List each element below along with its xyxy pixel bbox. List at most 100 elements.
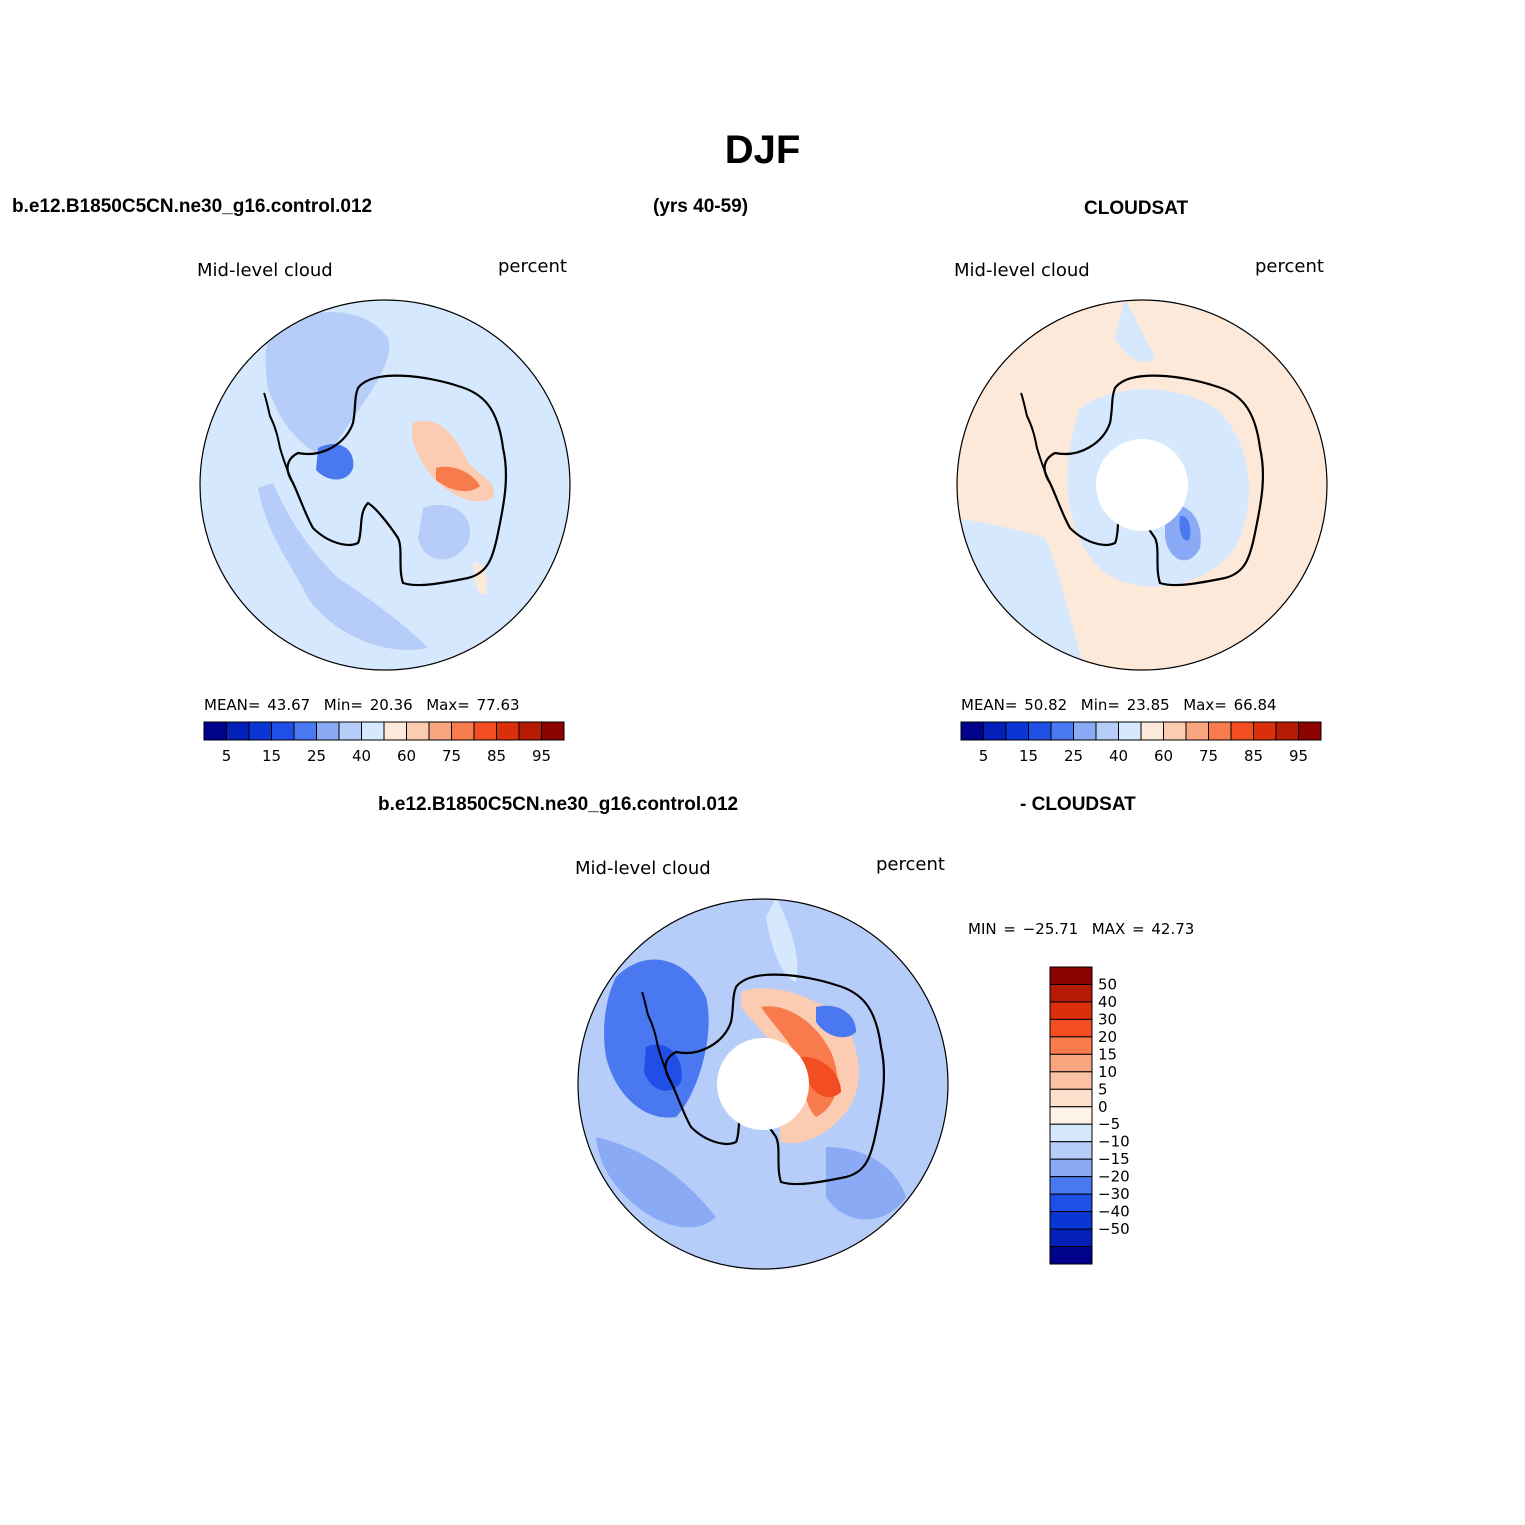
panel2-colorbar-box — [1050, 721, 1074, 741]
case-name-header: b.e12.B1850C5CN.ne30_g16.control.012 — [12, 196, 373, 217]
panel3-colorbar-box — [1049, 1106, 1093, 1125]
panel1-field-region — [265, 311, 390, 458]
panel3-colorbar-box — [1049, 983, 1093, 1003]
panel2-field-region — [1179, 515, 1191, 541]
panel1-min-label: Min= — [323, 696, 363, 714]
panel1-colorbar-box — [496, 721, 520, 741]
panel2-colorbar-box — [1163, 721, 1187, 741]
panel2-colorbar-box — [1095, 721, 1119, 741]
panel3-colorbar-tick-label: 15 — [1098, 1045, 1117, 1063]
panel1-field-region — [436, 466, 480, 492]
panel2-colorbar-box — [960, 721, 984, 741]
panel3-colorbar-tick-label: 50 — [1098, 975, 1117, 993]
panel1-colorbar-tick-label: 25 — [307, 747, 326, 765]
panel3-colorbar-box — [1049, 1176, 1093, 1195]
panel1-colorbar-tick-label: 75 — [442, 747, 461, 765]
panel3-colorbar-tick-label: 5 — [1098, 1080, 1108, 1098]
panel3-missing-data-pole — [717, 1038, 809, 1130]
panel2-colorbar-boxes — [960, 721, 1322, 741]
panel3-field-region — [801, 1056, 841, 1098]
panel2-map — [956, 299, 1328, 671]
panel2-colorbar-tick-label: 60 — [1154, 747, 1173, 765]
panel1-colorbar-box — [361, 721, 385, 741]
panel2-stats: MEAN= 50.82 Min= 23.85 Max= 66.84 — [961, 696, 1277, 714]
panel3-field-region — [644, 1044, 682, 1091]
panel3-field-region — [826, 1147, 906, 1220]
panel1-mean-label: MEAN= — [204, 696, 261, 714]
panel3-colorbar-tick-label: 0 — [1098, 1098, 1108, 1116]
panel3-colorbar-box — [1049, 1211, 1093, 1230]
panel1-colorbar-box — [203, 721, 227, 741]
panel2-colorbar-tick-label: 25 — [1064, 747, 1083, 765]
panel2-colorbar-box — [1208, 721, 1232, 741]
panel1-colorbar-box — [293, 721, 317, 741]
panel1-colorbar-box — [451, 721, 475, 741]
panel2-units-label: percent — [1255, 256, 1324, 277]
panel3-field-region — [766, 899, 798, 982]
panel1-colorbar-box — [271, 721, 295, 741]
panel3-colorbar-box — [1049, 1141, 1093, 1160]
panel3-colorbar-tick-label: −30 — [1098, 1185, 1130, 1203]
panel2-colorbar-box — [1253, 721, 1277, 741]
panel2-map-border — [956, 299, 1328, 671]
panel2-colorbar-box — [1275, 721, 1299, 741]
panel2-variable-label: Mid-level cloud — [954, 260, 1090, 281]
panel1-colorbar-box — [428, 721, 452, 741]
panel1-colorbar-box — [248, 721, 272, 741]
panel1-colorbar-tick-label: 60 — [397, 747, 416, 765]
panel1-colorbar-box — [406, 721, 430, 741]
panel2-colorbar-tick-label: 5 — [979, 747, 989, 765]
panel3-colorbar-box — [1049, 1018, 1093, 1038]
panel2-peninsula-coastline — [1020, 392, 1051, 484]
panel2-colorbar-tick-label: 40 — [1109, 747, 1128, 765]
panel1-field-region — [316, 444, 354, 480]
panel2-colorbar-box — [1140, 721, 1164, 741]
panel3-colorbar-box — [1049, 1246, 1093, 1265]
panel3-colorbar-box — [1049, 1088, 1093, 1108]
panel1-colorbar-tick-label: 40 — [352, 747, 371, 765]
panel3-colorbar-box — [1049, 1053, 1093, 1073]
panel2-max-value: 66.84 — [1233, 696, 1277, 714]
panel3-max-value: 42.73 — [1151, 920, 1195, 938]
panel1-colorbar-tick-label: 15 — [262, 747, 281, 765]
panel3-colorbar-tick-label: 40 — [1098, 993, 1117, 1011]
panel1-field-region — [258, 483, 428, 650]
obs-header: CLOUDSAT — [1084, 198, 1189, 219]
panel2-colorbar-box — [983, 721, 1007, 741]
panel3-min-label: MIN = — [968, 920, 1016, 938]
panel3-units-label: percent — [876, 854, 945, 875]
panel1-stats: MEAN= 43.67 Min= 20.36 Max= 77.63 — [204, 696, 520, 714]
panel2-colorbar-box — [1028, 721, 1052, 741]
diff-obs-header: - CLOUDSAT — [1020, 794, 1136, 815]
panel2-colorbar-tick-label: 15 — [1019, 747, 1038, 765]
panel3-colorbar-tick-label: 10 — [1098, 1063, 1117, 1081]
panel2-colorbar-tick-label: 95 — [1289, 747, 1308, 765]
panel1-colorbar-box — [518, 721, 542, 741]
panel3-field-region — [596, 1137, 716, 1228]
panel1-peninsula-coastline — [263, 392, 294, 484]
panel3-colorbar-box — [1049, 1036, 1093, 1055]
panel2-max-label: Max= — [1183, 696, 1227, 714]
panel1-mean-value: 43.67 — [267, 696, 311, 714]
panel3-colorbar-tick-label: −20 — [1098, 1168, 1130, 1186]
years-header: (yrs 40-59) — [653, 196, 749, 217]
panel3-field-region — [816, 1005, 856, 1038]
panel2-min-label: Min= — [1080, 696, 1120, 714]
panel2-colorbar-tick-label: 75 — [1199, 747, 1218, 765]
panel1-variable-label: Mid-level cloud — [197, 260, 333, 281]
panel3-variable-label: Mid-level cloud — [575, 858, 711, 879]
panel2-colorbar-ticks: 5 15 25 40 60 75 85 95 — [979, 747, 1308, 765]
panel3-colorbar-tick-label: −5 — [1098, 1115, 1120, 1133]
panel2-colorbar: 5 15 25 40 60 75 85 95 — [960, 721, 1322, 765]
panel1-max-label: Max= — [426, 696, 470, 714]
panel3-colorbar-tick-label: −50 — [1098, 1220, 1130, 1238]
panel3-colorbar-box — [1049, 1193, 1093, 1213]
panel3-colorbar-box — [1049, 966, 1093, 985]
page-title: DJF — [724, 128, 801, 172]
panel3-colorbar-tick-label: 30 — [1098, 1010, 1117, 1028]
panel1-colorbar-boxes — [203, 721, 565, 741]
panel2-mean-value: 50.82 — [1024, 696, 1068, 714]
panel3-colorbar-boxes — [1049, 966, 1093, 1265]
panel3-colorbar-box — [1049, 1228, 1093, 1248]
